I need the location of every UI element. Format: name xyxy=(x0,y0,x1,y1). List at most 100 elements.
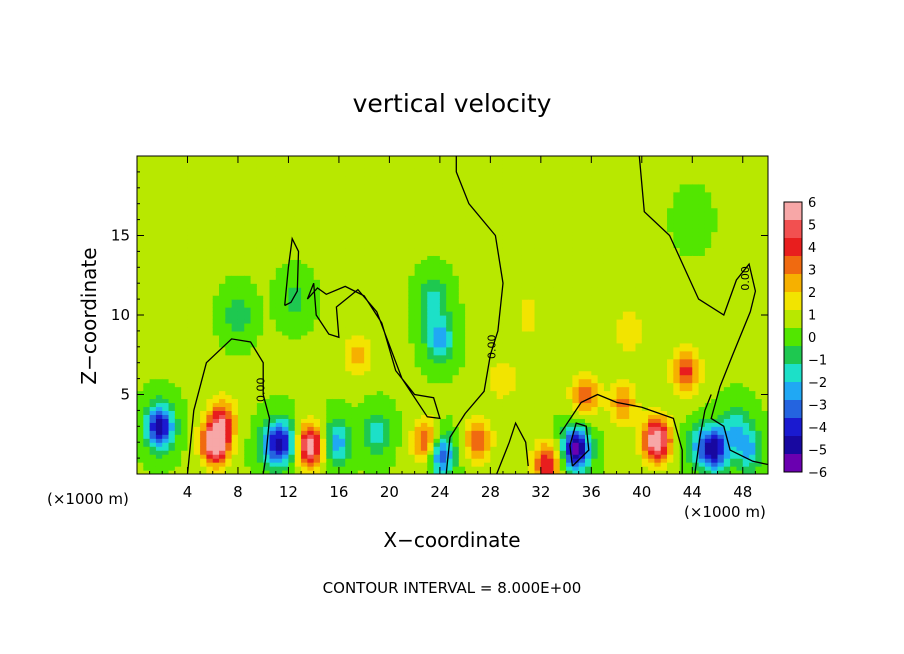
field-cell xyxy=(263,227,271,233)
field-cell xyxy=(319,390,327,396)
field-cell xyxy=(414,223,422,229)
field-cell xyxy=(414,267,422,272)
field-cell xyxy=(187,299,195,304)
field-cell xyxy=(383,235,390,241)
field-cell xyxy=(433,326,441,332)
field-cell xyxy=(162,219,170,225)
field-cell xyxy=(162,422,170,427)
field-cell xyxy=(477,255,485,260)
field-cell xyxy=(313,446,321,451)
field-cell xyxy=(458,434,466,439)
field-cell xyxy=(275,179,283,185)
field-cell xyxy=(502,354,510,360)
field-cell xyxy=(244,458,252,463)
field-cell xyxy=(452,231,460,237)
field-cell xyxy=(465,235,473,241)
field-cell xyxy=(212,454,220,459)
field-cell xyxy=(395,406,403,411)
field-cell xyxy=(174,462,182,467)
field-cell xyxy=(137,156,144,161)
field-cell xyxy=(231,291,239,296)
field-cell xyxy=(402,334,409,340)
field-cell xyxy=(212,370,220,376)
field-cell xyxy=(181,156,189,161)
field-cell xyxy=(389,299,397,304)
field-cell xyxy=(446,311,454,316)
field-cell xyxy=(383,410,390,415)
field-cell xyxy=(370,203,378,209)
field-cell xyxy=(269,203,277,209)
field-cell xyxy=(383,291,390,296)
field-cell xyxy=(484,454,491,459)
field-cell xyxy=(338,454,346,459)
field-cell xyxy=(212,322,220,328)
field-cell xyxy=(471,251,479,256)
field-cell xyxy=(155,307,163,312)
field-cell xyxy=(294,199,302,205)
field-cell xyxy=(307,470,315,474)
field-cell xyxy=(496,326,504,332)
field-cell xyxy=(244,422,252,427)
field-cell xyxy=(521,362,529,368)
field-cell xyxy=(408,211,416,217)
field-cell xyxy=(408,303,416,308)
field-cell xyxy=(326,446,334,451)
field-cell xyxy=(528,386,536,392)
field-cell xyxy=(206,211,214,217)
field-cell xyxy=(143,295,151,300)
field-cell xyxy=(256,243,264,249)
field-cell xyxy=(351,402,359,408)
field-cell xyxy=(446,426,454,431)
field-cell xyxy=(484,156,491,161)
field-cell xyxy=(528,374,536,380)
field-cell xyxy=(502,378,510,384)
field-cell xyxy=(420,370,428,376)
field-cell xyxy=(446,307,454,312)
field-cell xyxy=(465,207,473,213)
field-cell xyxy=(433,167,441,173)
field-cell xyxy=(181,247,189,252)
field-cell xyxy=(338,366,346,372)
field-cell xyxy=(420,418,428,423)
field-cell xyxy=(502,386,510,392)
field-cell xyxy=(370,163,378,169)
field-cell xyxy=(332,179,340,185)
field-cell xyxy=(383,255,390,260)
field-cell xyxy=(433,207,441,213)
field-cell xyxy=(225,163,233,169)
field-cell xyxy=(477,382,485,388)
field-cell xyxy=(225,426,233,431)
field-cell xyxy=(275,334,283,340)
field-cell xyxy=(288,426,296,431)
field-cell xyxy=(465,442,473,447)
field-cell xyxy=(408,271,416,276)
field-cell xyxy=(155,251,163,256)
field-cell xyxy=(446,247,454,252)
field-cell xyxy=(250,247,258,252)
field-cell xyxy=(181,191,189,197)
field-cell xyxy=(521,430,529,435)
field-cell xyxy=(490,382,498,388)
field-cell xyxy=(465,414,473,419)
field-cell xyxy=(307,183,315,189)
field-cell xyxy=(414,426,422,431)
field-cell xyxy=(187,330,195,336)
field-cell xyxy=(250,374,258,380)
field-cell xyxy=(338,211,346,217)
field-cell xyxy=(351,462,359,467)
field-cell xyxy=(408,422,416,427)
field-cell xyxy=(402,422,409,427)
field-cell xyxy=(200,350,208,356)
field-cell xyxy=(357,163,365,169)
field-cell xyxy=(162,354,170,360)
field-cell xyxy=(502,175,510,181)
field-cell xyxy=(345,350,353,356)
field-cell xyxy=(137,175,144,181)
field-cell xyxy=(250,259,258,264)
field-cell xyxy=(484,191,491,197)
field-cell xyxy=(477,239,485,245)
field-cell xyxy=(389,247,397,252)
field-cell xyxy=(496,171,504,177)
field-cell xyxy=(263,390,271,396)
field-cell xyxy=(225,187,233,193)
